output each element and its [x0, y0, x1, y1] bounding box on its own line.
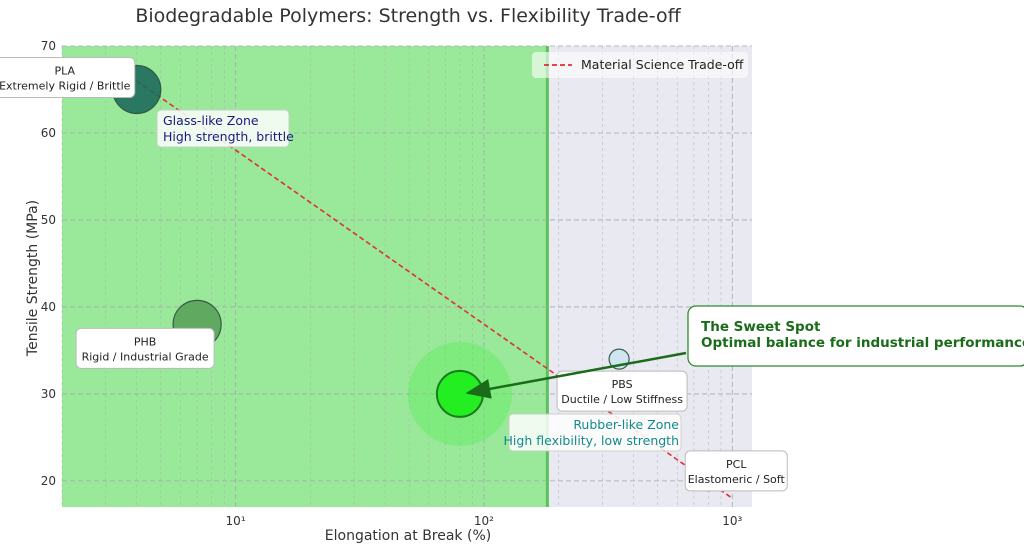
callout-title: The Sweet Spot — [701, 319, 821, 335]
chart-title: Biodegradable Polymers: Strength vs. Fle… — [135, 5, 681, 27]
y-tick-label: 30 — [41, 387, 56, 401]
point-label-pla: PLA Extremely Rigid / Brittle — [0, 56, 136, 98]
point-label-box — [556, 370, 688, 412]
sweet-spot-point — [435, 369, 484, 418]
y-tick-label: 60 — [41, 126, 56, 140]
zone-annotation-box — [508, 413, 682, 452]
point-label-name: PHB — [134, 335, 156, 348]
point-label-pcl: PCL Elastomeric / Soft — [684, 450, 788, 492]
point-label-box — [0, 56, 136, 98]
point-label-desc: Rigid / Industrial Grade — [82, 350, 209, 363]
point-label-box — [684, 450, 788, 492]
x-tick-label: 10¹ — [226, 514, 246, 528]
point-label-pbs: PBS Ductile / Low Stiffness — [556, 370, 688, 412]
point-label-name: PBS — [612, 378, 633, 391]
y-tick-label: 40 — [41, 300, 56, 314]
y-tick-label: 50 — [41, 213, 56, 227]
point-label-desc: Elastomeric / Soft — [688, 473, 786, 486]
trend-line — [136, 80, 733, 499]
point-label-box — [75, 327, 215, 369]
point-label-desc: Ductile / Low Stiffness — [561, 393, 683, 406]
zone-annotation-box — [156, 109, 290, 148]
point-label-phb: PHB Rigid / Industrial Grade — [75, 327, 215, 369]
point-label-name: PCL — [726, 458, 747, 471]
legend-box — [532, 52, 748, 78]
zone-annotation-title: Rubber-like Zone — [573, 417, 679, 432]
y-axis-label: Tensile Strength (MPa) — [25, 200, 41, 357]
x-tick-label: 10² — [474, 514, 494, 528]
x-axis-label: Elongation at Break (%) — [325, 528, 491, 544]
point-label-desc: Extremely Rigid / Brittle — [0, 79, 131, 92]
x-tick-label: 10³ — [722, 514, 742, 528]
callout-arrow — [465, 351, 687, 399]
callout-box — [687, 305, 1024, 367]
zone-annotation-title: Glass-like Zone — [163, 113, 259, 128]
legend: Material Science Trade-off — [532, 52, 748, 78]
y-tick-label: 70 — [41, 39, 56, 53]
point-label-name: PLA — [54, 64, 75, 77]
zone-annotation-subtitle: High flexibility, low strength — [504, 433, 679, 448]
zone-annotation-subtitle: High strength, brittle — [163, 129, 294, 144]
legend-label: Material Science Trade-off — [581, 57, 744, 72]
y-tick-label: 20 — [41, 474, 56, 488]
callout-subtitle: Optimal balance for industrial performan… — [701, 335, 1024, 351]
glass-zone-background — [62, 46, 548, 507]
